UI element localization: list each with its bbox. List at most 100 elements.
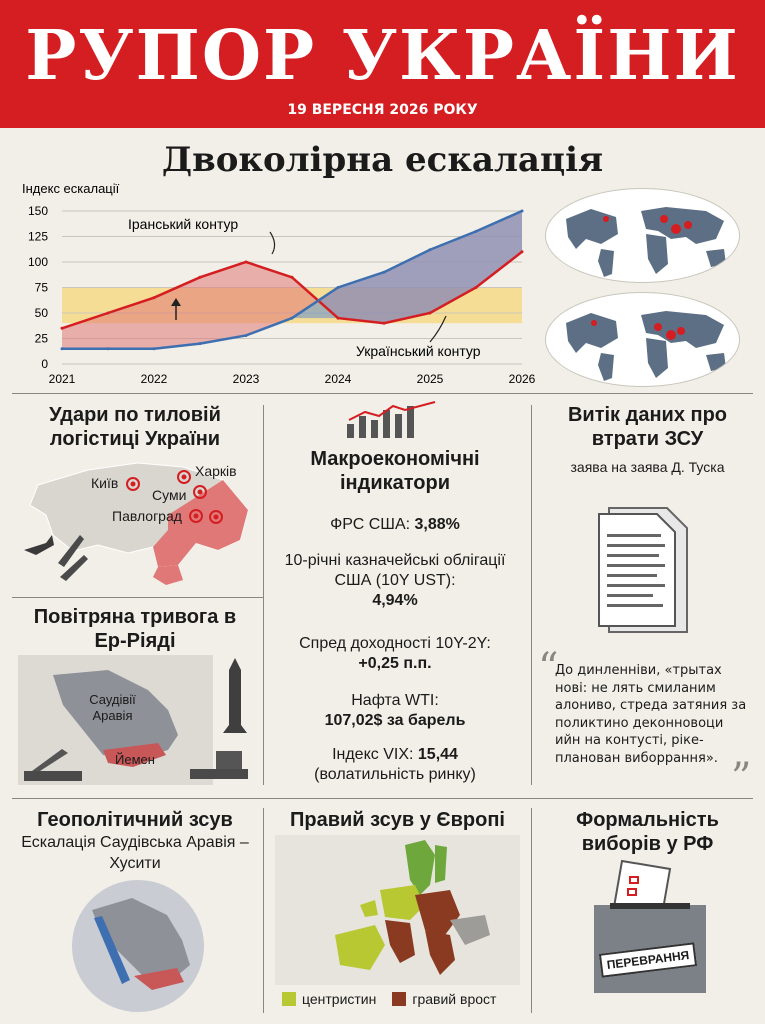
divider: [531, 808, 532, 1013]
missile-icon: [58, 535, 84, 567]
y-tick-label: 75: [35, 281, 49, 295]
bar-chart-icon: [347, 401, 436, 438]
divider: [12, 597, 263, 598]
newspaper-title: РУПОР УКРАЇНИ: [25, 16, 740, 96]
iran-point: [428, 311, 432, 315]
iran-point: [336, 316, 340, 320]
ukraine-point: [152, 347, 156, 351]
ust-yield: 10-річні казначейські облігації США (10Y…: [284, 552, 506, 609]
y-tick-label: 100: [28, 255, 48, 269]
ukraine-point: [382, 270, 386, 274]
leak-title: Витік даних про втрати ЗСУ: [567, 404, 728, 450]
ukraine-point: [336, 286, 340, 289]
divider: [12, 393, 753, 394]
arabia-map-icon: [53, 670, 178, 767]
x-tick-label: 2021: [49, 372, 76, 386]
ukraine-point: [428, 248, 432, 252]
iran-point: [382, 321, 386, 325]
iran-annotation: Іранський контур: [128, 216, 238, 232]
issue-date: 19 ВЕРЕСНЯ 2026 РОКУ: [287, 102, 478, 118]
world-map-top: [545, 188, 740, 283]
y-tick-label: 0: [41, 357, 48, 371]
divider: [263, 808, 264, 1013]
divider: [12, 798, 753, 799]
far-right-swatch: [392, 992, 407, 1006]
iran-annotation-arrow: [269, 231, 276, 255]
ukraine-point: [474, 229, 478, 233]
masthead: РУПОР УКРАЇНИ 19 ВЕРЕСНЯ 2026 РОКУ: [0, 0, 765, 128]
leak-subtitle: заява на заява Д. Туска: [570, 459, 725, 475]
sam-launcher-icon: [190, 751, 248, 779]
launcher-icon: [24, 749, 82, 781]
y-tick-label: 50: [35, 306, 49, 320]
iran-point: [520, 250, 524, 254]
iran-point: [152, 296, 156, 300]
iran-point: [198, 275, 202, 279]
ukraine-point: [60, 347, 64, 351]
chart-title: Двоколірна ескалація: [161, 140, 604, 180]
x-tick-label: 2025: [417, 372, 444, 386]
open-quote-icon: “: [538, 645, 559, 691]
europe-title: Правий зсув у Європі: [290, 809, 505, 831]
iran-point: [290, 275, 294, 279]
city-label: Суми: [152, 487, 187, 503]
document-icon: [598, 507, 688, 633]
aircraft-icon: [24, 535, 54, 555]
world-map-icon: [566, 207, 726, 277]
centrist-swatch: [282, 992, 296, 1006]
iran-point: [474, 286, 478, 289]
ukraine-annotation: Український контур: [356, 343, 481, 359]
x-tick-label: 2026: [509, 372, 536, 386]
y-tick-label: 150: [28, 204, 48, 218]
up-arrow-head: [171, 298, 181, 306]
x-tick-label: 2023: [233, 372, 260, 386]
y-tick-label: 125: [28, 230, 48, 244]
y-axis-label: Індекс ескалації: [22, 181, 120, 196]
vix-index: Індекс VIX: 15,44 (волатильність ринку): [314, 746, 476, 783]
saudi-label: Саудівії Аравія: [89, 692, 136, 723]
legend-far-right: гравий врост: [412, 991, 497, 1007]
missile-icon: [223, 658, 247, 733]
ukraine-point: [244, 333, 248, 337]
divider: [263, 405, 264, 785]
geo-subtitle: Ескалація Саудівська Аравія – Хусити: [21, 834, 249, 872]
missile-icon: [60, 555, 88, 581]
legend-centrist: центристин: [302, 991, 377, 1007]
world-map-icon: [566, 311, 726, 381]
strikes-title: Удари по тиловій логістиці України: [49, 404, 221, 450]
x-tick-label: 2022: [141, 372, 168, 386]
fed-rate: ФРС США: 3,88%: [330, 516, 460, 533]
geo-title: Геополітичний зсув: [37, 809, 233, 831]
city-label: Харків: [195, 463, 237, 479]
ukraine-point: [520, 209, 524, 213]
europe-map: [275, 835, 520, 985]
ballot-box-icon: [594, 859, 706, 993]
leak-quote: До динленніви, «трытах новi: не лять сми…: [555, 663, 747, 766]
oil-price: Нафта WTI: 107,02$ за барель: [324, 692, 466, 729]
alert-title: Повітряна тривога в Ер-Ріяді: [33, 606, 237, 652]
iran-point: [244, 260, 248, 264]
ukraine-annotation-arrow: [429, 315, 447, 343]
divider: [531, 405, 532, 785]
ukraine-map: [24, 462, 249, 585]
ukraine-point: [290, 316, 294, 320]
ukraine-point: [198, 342, 202, 346]
macro-title: Макроекономічні індикатори: [310, 448, 480, 494]
ukraine-point: [106, 347, 110, 351]
iran-point: [60, 326, 64, 330]
ukraine-area: [62, 211, 522, 349]
geo-globe: [72, 880, 204, 1012]
escalation-chart: 0 25 50 75 100 125 150 2021 2022 2023 2024 2025 2026…: [22, 181, 536, 386]
iran-point: [106, 311, 110, 315]
close-quote-icon: ”: [731, 755, 752, 801]
elections-title: Формальність виборів у РФ: [576, 809, 719, 855]
x-tick-label: 2024: [325, 372, 352, 386]
city-label: Київ: [91, 475, 119, 491]
yemen-label: Йемен: [115, 752, 155, 767]
europe-legend: центристин гравий врост: [282, 991, 496, 1007]
y-tick-label: 25: [35, 332, 49, 346]
world-map-bottom: [545, 292, 740, 387]
europe-map-icon: [335, 840, 490, 975]
arabia-globe-icon: [92, 898, 190, 990]
city-label: Павлоград: [112, 508, 182, 524]
